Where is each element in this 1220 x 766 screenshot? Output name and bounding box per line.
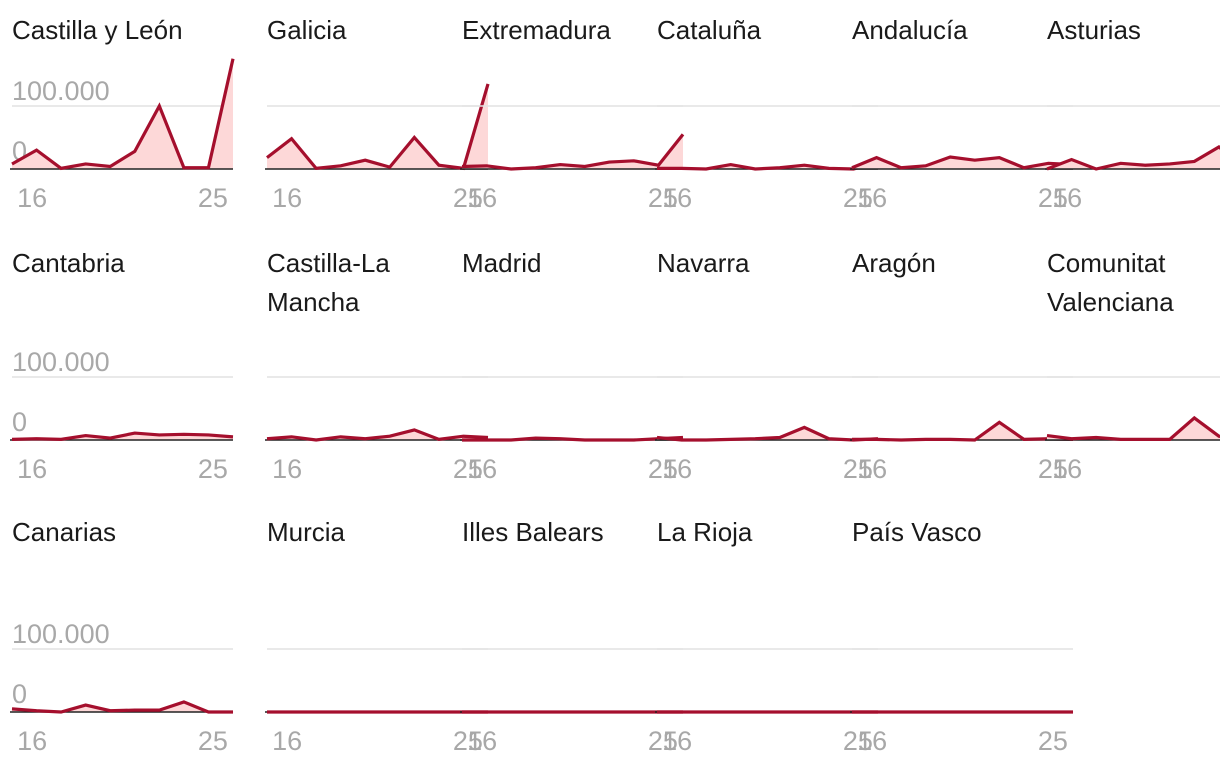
x-tick-label: 16 xyxy=(272,454,302,484)
series-line xyxy=(461,133,685,171)
x-tick-label: 25 xyxy=(648,454,678,484)
x-tick-label: 25 xyxy=(198,183,228,213)
series-line xyxy=(851,155,1074,170)
x-tick-label: 16 xyxy=(857,183,887,213)
panel-title: Cantabria xyxy=(12,248,125,278)
panel-title: Comunitat xyxy=(1047,248,1166,278)
panel: Canarias 100.000 0 16 25 xyxy=(10,517,234,756)
y-tick-label: 100.000 xyxy=(12,76,110,106)
panel-title: Andalucía xyxy=(852,15,968,45)
x-tick-label: 16 xyxy=(857,454,887,484)
panel-title: Illes Balears xyxy=(462,517,604,547)
panel: ComunitatValenciana1625 xyxy=(1045,248,1220,484)
x-tick-label: 16 xyxy=(17,454,47,484)
panel-title: Valenciana xyxy=(1047,287,1174,317)
series-line xyxy=(656,425,879,442)
x-tick-label: 16 xyxy=(272,183,302,213)
panel: Asturias1625 xyxy=(1045,15,1220,213)
panel: Navarra 16 25 xyxy=(655,248,879,484)
x-tick-label: 16 xyxy=(17,183,47,213)
panel-title: Murcia xyxy=(267,517,346,547)
series-area xyxy=(852,422,1073,440)
panel-title: Galicia xyxy=(267,15,347,45)
panel-title: Asturias xyxy=(1047,15,1141,45)
series-line xyxy=(462,435,684,442)
x-tick-label: 25 xyxy=(648,726,678,756)
y-tick-label: 100.000 xyxy=(12,619,110,649)
panel: La Rioja 16 25 xyxy=(655,517,879,756)
panel: Andalucía 16 25 xyxy=(850,15,1074,213)
x-tick-label: 16 xyxy=(857,726,887,756)
series-area xyxy=(1047,417,1220,440)
x-tick-label: 25 xyxy=(198,726,228,756)
panel-title: Mancha xyxy=(267,287,360,317)
y-tick-label: 0 xyxy=(12,407,27,437)
y-tick-label: 0 xyxy=(12,679,27,709)
x-tick-label: 16 xyxy=(662,454,692,484)
x-tick-label: 16 xyxy=(17,726,47,756)
panel: Aragón 16 25 xyxy=(850,248,1074,484)
x-tick-label: 25 xyxy=(453,454,483,484)
x-tick-label: 16 xyxy=(467,454,497,484)
series-line xyxy=(657,161,879,171)
x-tick-label: 16 xyxy=(662,183,692,213)
x-tick-label: 16 xyxy=(272,726,302,756)
panel: Madrid 16 25 xyxy=(460,248,684,484)
series-line xyxy=(266,83,490,171)
x-tick-label: 16 xyxy=(1052,183,1082,213)
panel-title: Aragón xyxy=(852,248,936,278)
series-line xyxy=(1046,415,1220,441)
series-line xyxy=(1046,145,1220,171)
x-tick-label: 25 xyxy=(843,726,873,756)
panel-title: Castilla y León xyxy=(12,15,183,45)
series-line xyxy=(852,420,1074,442)
x-tick-label: 16 xyxy=(1052,454,1082,484)
x-tick-label: 25 xyxy=(198,454,228,484)
panel: Illes Balears 16 25 xyxy=(460,517,684,756)
panel: Cantabria 100.000 0 16 25 xyxy=(10,248,234,484)
panel: Castilla-La Mancha 16 25 xyxy=(265,248,489,484)
x-tick-label: 16 xyxy=(467,183,497,213)
x-tick-label: 25 xyxy=(453,726,483,756)
panel-title: Navarra xyxy=(657,248,750,278)
panel-title: País Vasco xyxy=(852,517,982,547)
series-line xyxy=(11,58,235,171)
panel: Extremadura 16 25 xyxy=(460,15,685,213)
x-tick-label: 25 xyxy=(453,183,483,213)
panel: País Vasco 16 25 xyxy=(850,517,1074,756)
panel: Murcia 16 25 xyxy=(265,517,489,756)
x-tick-label: 25 xyxy=(843,183,873,213)
x-tick-label: 25 xyxy=(648,183,678,213)
panel: Cataluña 16 25 xyxy=(655,15,879,213)
series-area xyxy=(462,134,683,169)
series-line xyxy=(11,431,234,441)
y-tick-label: 100.000 xyxy=(12,347,110,377)
panel-title: Cataluña xyxy=(657,15,762,45)
x-tick-label: 25 xyxy=(1038,726,1068,756)
panel-title: Extremadura xyxy=(462,15,611,45)
series-line xyxy=(266,428,489,442)
x-tick-label: 16 xyxy=(662,726,692,756)
x-tick-label: 25 xyxy=(1038,454,1068,484)
panel: Galicia 16 25 xyxy=(265,15,490,213)
x-tick-label: 25 xyxy=(843,454,873,484)
panel-title: Madrid xyxy=(462,248,541,278)
series-area xyxy=(267,83,488,169)
panel-title: La Rioja xyxy=(657,517,753,547)
x-tick-label: 25 xyxy=(1038,183,1068,213)
panel-title: Canarias xyxy=(12,517,116,547)
x-tick-label: 16 xyxy=(467,726,497,756)
series-line xyxy=(11,700,233,714)
panel-title: Castilla-La xyxy=(267,248,390,278)
